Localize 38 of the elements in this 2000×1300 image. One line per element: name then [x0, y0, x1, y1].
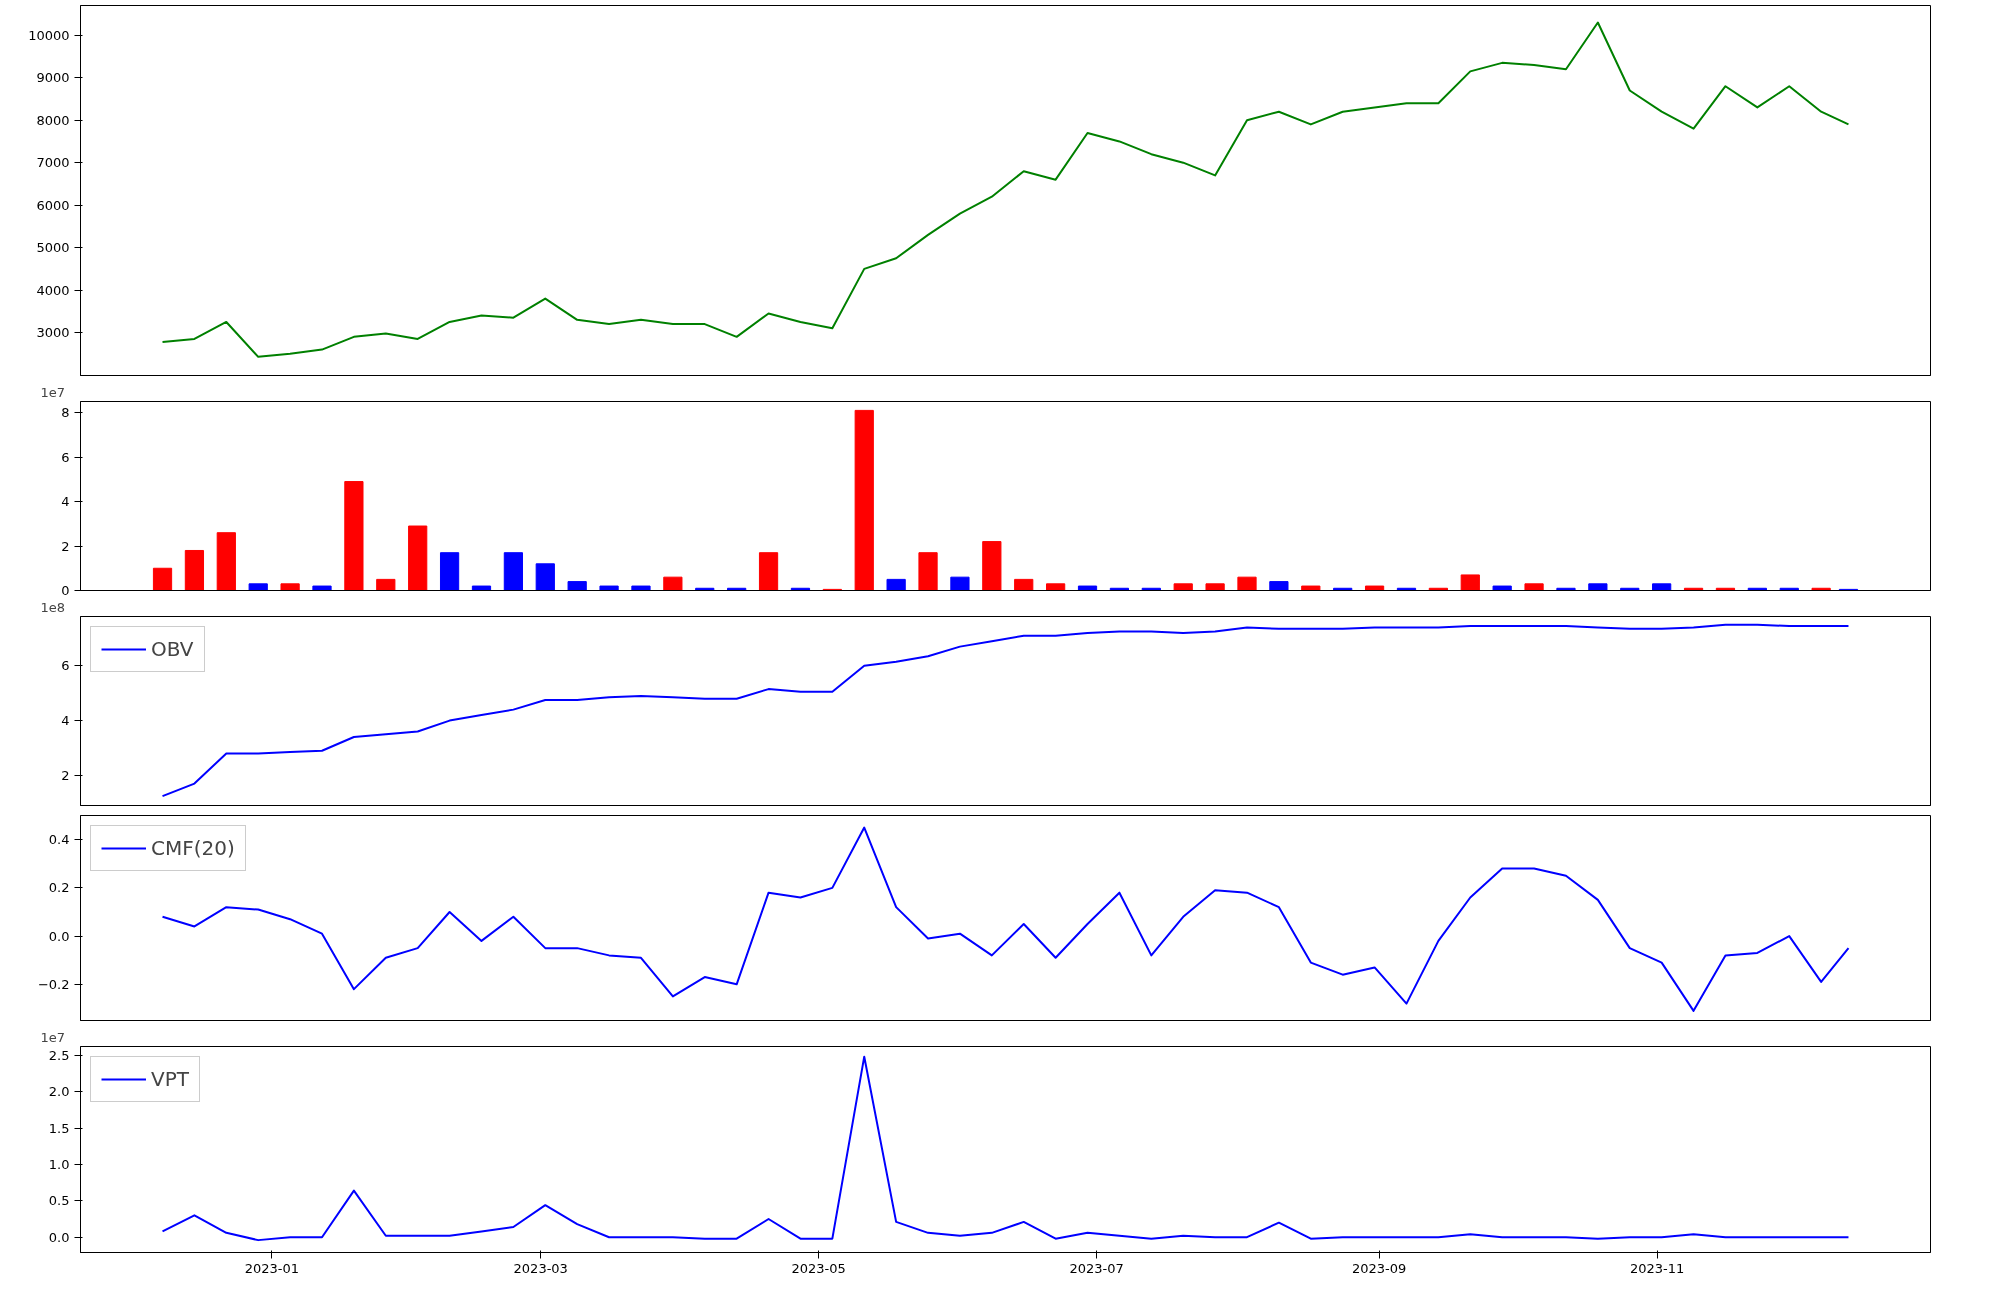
x-tick-label: 2023-11 [1629, 1260, 1685, 1276]
y-tick-label: 0.0 [48, 928, 70, 944]
y-tick-label: 0.2 [48, 880, 70, 896]
y-tick-label: 4 [61, 494, 70, 510]
y-tick-label: 9000 [36, 70, 70, 86]
x-tick-label: 2023-07 [1069, 1260, 1124, 1276]
y-tick-label: 10000 [28, 27, 70, 43]
y-tick-label: 2 [61, 767, 70, 783]
legend-label: CMF(20) [151, 836, 235, 860]
y-tick-label: 8000 [36, 112, 70, 128]
y-tick-label: 5000 [36, 240, 70, 256]
y-tick-label: 4000 [36, 282, 70, 298]
x-tick-label: 2023-09 [1351, 1260, 1407, 1276]
y-tick-label: 8 [61, 405, 70, 421]
y-tick-label: 6 [61, 449, 70, 465]
legend-label: VPT [151, 1067, 189, 1091]
text: 1e7 [40, 384, 66, 400]
y-tick-label: 4 [61, 713, 70, 729]
y-tick-label: −0.2 [37, 976, 70, 992]
y-tick-label: 6000 [36, 197, 70, 213]
y-tick-label: 7000 [36, 155, 70, 171]
text: 1e7 [40, 1029, 66, 1045]
legend-label: OBV [151, 637, 194, 661]
y-tick-label: 6 [61, 658, 70, 674]
y-tick-label: 3000 [36, 325, 70, 341]
x-tick-label: 2023-05 [791, 1260, 846, 1276]
y-tick-label: 2 [61, 538, 70, 554]
y-tick-label: 1.5 [48, 1120, 70, 1136]
y-tick-label: 1.0 [48, 1156, 70, 1172]
y-tick-label: 0 [61, 583, 70, 598]
text: 1e8 [40, 599, 66, 615]
y-tick-label: 0.0 [48, 1229, 70, 1245]
y-tick-label: 0.4 [48, 832, 70, 848]
y-tick-label: 2.5 [48, 1047, 70, 1063]
x-tick-label: 2023-03 [513, 1260, 568, 1276]
y-tick-label: 0.5 [48, 1193, 70, 1209]
y-tick-label: 2.0 [48, 1084, 70, 1100]
x-tick-label: 2023-01 [244, 1260, 300, 1276]
